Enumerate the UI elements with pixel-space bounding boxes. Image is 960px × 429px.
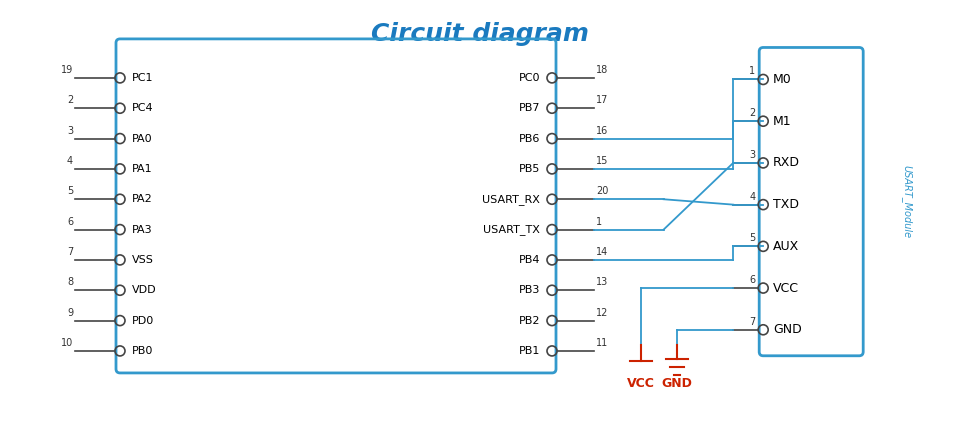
Text: 14: 14: [596, 247, 609, 257]
Text: VSS: VSS: [132, 255, 154, 265]
Text: PA2: PA2: [132, 194, 153, 204]
Text: 2: 2: [749, 108, 756, 118]
Text: 16: 16: [596, 126, 609, 136]
Text: 10: 10: [60, 338, 73, 348]
Text: PB1: PB1: [518, 346, 540, 356]
Text: PA0: PA0: [132, 133, 153, 144]
Text: PB5: PB5: [518, 164, 540, 174]
Text: 19: 19: [60, 65, 73, 75]
Text: 12: 12: [596, 308, 609, 317]
Text: PC1: PC1: [132, 73, 154, 83]
Text: PA3: PA3: [132, 225, 153, 235]
Text: 4: 4: [749, 192, 756, 202]
Text: 8: 8: [67, 277, 73, 287]
Text: PB7: PB7: [518, 103, 540, 113]
Text: 2: 2: [67, 95, 73, 105]
Text: TXD: TXD: [773, 198, 799, 211]
Text: PB6: PB6: [518, 133, 540, 144]
Text: 5: 5: [749, 233, 756, 243]
Text: 9: 9: [67, 308, 73, 317]
Text: 4: 4: [67, 156, 73, 166]
Text: 18: 18: [596, 65, 609, 75]
Text: 3: 3: [67, 126, 73, 136]
Text: 20: 20: [596, 186, 609, 196]
Text: GND: GND: [773, 323, 802, 336]
Text: 17: 17: [596, 95, 609, 105]
Text: 5: 5: [67, 186, 73, 196]
Text: M0: M0: [773, 73, 792, 86]
Text: PB0: PB0: [132, 346, 154, 356]
Text: PB4: PB4: [518, 255, 540, 265]
Text: USART_RX: USART_RX: [482, 194, 540, 205]
Text: 15: 15: [596, 156, 609, 166]
Text: PD0: PD0: [132, 316, 155, 326]
Text: PC0: PC0: [518, 73, 540, 83]
Text: VDD: VDD: [132, 285, 156, 295]
Text: GND: GND: [661, 377, 692, 390]
Text: 1: 1: [596, 217, 602, 227]
Text: 7: 7: [67, 247, 73, 257]
Text: VCC: VCC: [773, 281, 799, 295]
Text: Circuit diagram: Circuit diagram: [372, 22, 588, 46]
Text: VCC: VCC: [627, 377, 656, 390]
Text: PA1: PA1: [132, 164, 153, 174]
Text: 6: 6: [67, 217, 73, 227]
Text: 6: 6: [749, 275, 756, 285]
Text: PB2: PB2: [518, 316, 540, 326]
Text: USART_Module: USART_Module: [901, 165, 913, 238]
Text: PC4: PC4: [132, 103, 154, 113]
Text: M1: M1: [773, 115, 792, 128]
Text: AUX: AUX: [773, 240, 800, 253]
Text: USART_TX: USART_TX: [483, 224, 540, 235]
Text: 11: 11: [596, 338, 609, 348]
Text: 7: 7: [749, 317, 756, 327]
Text: 1: 1: [749, 66, 756, 76]
Text: 13: 13: [596, 277, 609, 287]
Text: RXD: RXD: [773, 157, 801, 169]
Text: 3: 3: [749, 150, 756, 160]
Text: PB3: PB3: [518, 285, 540, 295]
